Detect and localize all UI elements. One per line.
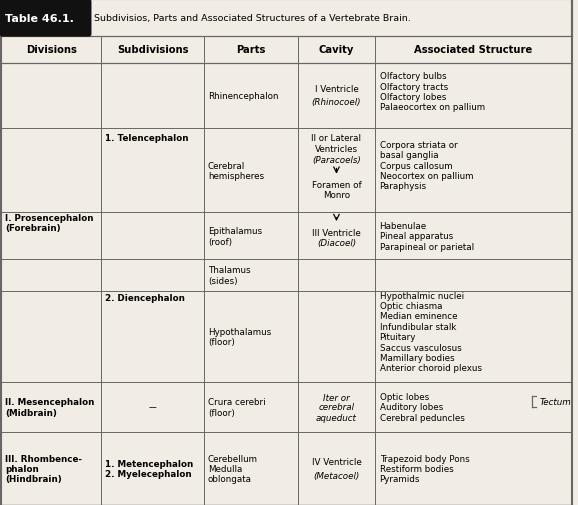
Text: (Paracoels): (Paracoels): [312, 156, 361, 165]
Text: III Ventricle: III Ventricle: [312, 228, 361, 237]
Text: II or Lateral: II or Lateral: [312, 133, 361, 142]
Text: Rhinencephalon: Rhinencephalon: [208, 92, 279, 100]
Text: Table 46.1.: Table 46.1.: [5, 14, 74, 24]
Text: Cavity: Cavity: [319, 45, 354, 56]
Text: Cerebral peduncles: Cerebral peduncles: [380, 413, 464, 422]
Text: Thalamus
(sides): Thalamus (sides): [208, 266, 250, 285]
Text: Foramen of: Foramen of: [312, 180, 361, 189]
Text: aqueduct: aqueduct: [316, 413, 357, 422]
Text: ––: ––: [148, 402, 157, 412]
Text: II. Mesencephalon
(Midbrain): II. Mesencephalon (Midbrain): [5, 397, 94, 417]
Text: Hypothalamus
(floor): Hypothalamus (floor): [208, 327, 271, 346]
Text: 1. Telencephalon: 1. Telencephalon: [105, 134, 188, 143]
Text: (Metacoel): (Metacoel): [313, 471, 360, 480]
Text: 1. Metencephalon
2. Myelecephalon: 1. Metencephalon 2. Myelecephalon: [105, 459, 193, 478]
Text: III. Rhombence-
phalon
(Hindbrain): III. Rhombence- phalon (Hindbrain): [5, 453, 81, 483]
Text: Divisions: Divisions: [26, 45, 77, 56]
Text: Iter or: Iter or: [323, 393, 350, 402]
Text: Hypothalmic nuclei
Optic chiasma
Median eminence
Infundibular stalk
Pituitary
Sa: Hypothalmic nuclei Optic chiasma Median …: [380, 291, 481, 373]
Text: Cerebellum
Medulla
oblongata: Cerebellum Medulla oblongata: [208, 453, 258, 483]
Text: I Ventricle: I Ventricle: [314, 85, 358, 94]
Text: Subdivisios, Parts and Associated Structures of a Vertebrate Brain.: Subdivisios, Parts and Associated Struct…: [94, 14, 410, 23]
Text: IV Ventricle: IV Ventricle: [312, 458, 361, 467]
Text: Trapezoid body Pons
Restiform bodies
Pyramids: Trapezoid body Pons Restiform bodies Pyr…: [380, 453, 469, 483]
Text: Auditory lobes: Auditory lobes: [380, 402, 443, 412]
FancyBboxPatch shape: [0, 0, 91, 37]
Text: (Diacoel): (Diacoel): [317, 238, 356, 247]
Text: Tectum: Tectum: [539, 397, 571, 407]
Text: Ventricles: Ventricles: [315, 144, 358, 154]
Text: Habenulae
Pineal apparatus
Parapineal or parietal: Habenulae Pineal apparatus Parapineal or…: [380, 222, 473, 251]
Text: cerebral: cerebral: [318, 402, 354, 412]
Text: I. Prosencephalon
(Forebrain): I. Prosencephalon (Forebrain): [5, 213, 93, 233]
Text: Monro: Monro: [323, 190, 350, 199]
Text: Subdivisions: Subdivisions: [117, 45, 188, 56]
Text: Olfactory bulbs
Olfactory tracts
Olfactory lobes
Palaeocortex on pallium: Olfactory bulbs Olfactory tracts Olfacto…: [380, 72, 485, 112]
Text: Parts: Parts: [236, 45, 266, 56]
Text: Optic lobes: Optic lobes: [380, 392, 429, 401]
Text: Crura cerebri
(floor): Crura cerebri (floor): [208, 397, 265, 417]
Text: Cerebral
hemispheres: Cerebral hemispheres: [208, 161, 264, 181]
Text: Corpora striata or
basal ganglia
Corpus callosum
Neocortex on pallium
Paraphysis: Corpora striata or basal ganglia Corpus …: [380, 140, 473, 191]
Text: Epithalamus
(roof): Epithalamus (roof): [208, 227, 262, 246]
Text: Associated Structure: Associated Structure: [414, 45, 532, 56]
Text: 2. Diencephalon: 2. Diencephalon: [105, 293, 184, 302]
Text: (Rhinocoel): (Rhinocoel): [312, 98, 361, 107]
